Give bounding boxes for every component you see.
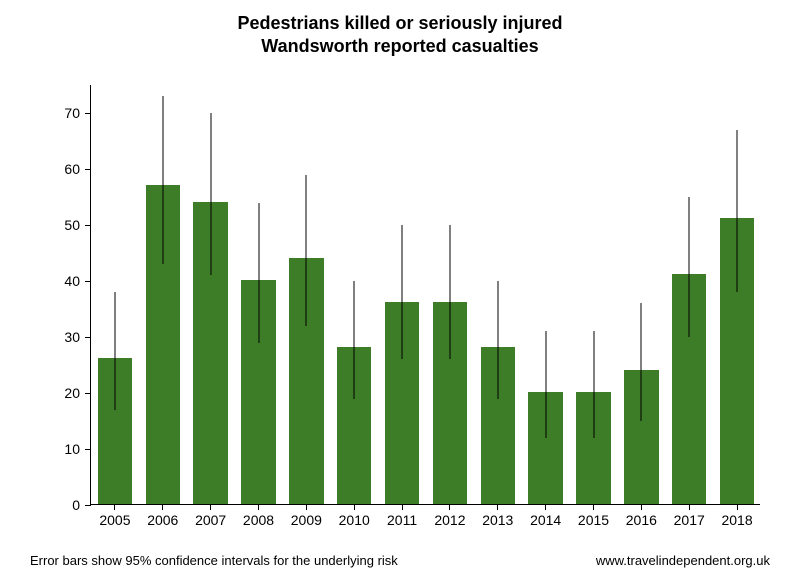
x-tick: [545, 504, 546, 510]
y-tick-label: 0: [0, 497, 80, 513]
x-tick-label: 2009: [291, 512, 322, 528]
y-tick-label: 30: [0, 329, 80, 345]
chart-title: Pedestrians killed or seriously injured …: [0, 12, 800, 57]
x-tick: [497, 504, 498, 510]
y-tick-label: 20: [0, 385, 80, 401]
y-tick-label: 50: [0, 217, 80, 233]
title-line-1: Pedestrians killed or seriously injured: [237, 13, 562, 33]
x-tick: [114, 504, 115, 510]
y-tick: [85, 225, 91, 226]
y-tick: [85, 505, 91, 506]
y-tick-label: 70: [0, 105, 80, 121]
bar: [385, 302, 419, 504]
title-line-2: Wandsworth reported casualties: [261, 36, 538, 56]
x-tick-label: 2014: [530, 512, 561, 528]
x-tick: [402, 504, 403, 510]
chart-footer: Error bars show 95% confidence intervals…: [30, 553, 770, 568]
bar: [528, 392, 562, 504]
x-tick-label: 2008: [243, 512, 274, 528]
y-tick-label: 10: [0, 441, 80, 457]
y-tick: [85, 337, 91, 338]
x-tick-label: 2016: [626, 512, 657, 528]
x-tick: [258, 504, 259, 510]
y-tick: [85, 169, 91, 170]
x-tick-label: 2007: [195, 512, 226, 528]
bar: [481, 347, 515, 504]
x-tick-label: 2006: [147, 512, 178, 528]
chart-container: Pedestrians killed or seriously injured …: [0, 0, 800, 580]
x-tick-label: 2005: [99, 512, 130, 528]
x-tick-label: 2015: [578, 512, 609, 528]
x-tick-label: 2017: [674, 512, 705, 528]
x-tick: [210, 504, 211, 510]
x-tick: [354, 504, 355, 510]
y-tick: [85, 113, 91, 114]
y-tick: [85, 281, 91, 282]
y-tick: [85, 393, 91, 394]
bar: [241, 280, 275, 504]
bar: [576, 392, 610, 504]
bar: [98, 358, 132, 504]
footer-source: www.travelindependent.org.uk: [596, 553, 770, 568]
bar: [624, 370, 658, 504]
footer-note: Error bars show 95% confidence intervals…: [30, 553, 398, 568]
x-tick: [737, 504, 738, 510]
bar: [289, 258, 323, 504]
plot-area: 2005200620072008200920102011201220132014…: [90, 85, 760, 505]
x-tick: [449, 504, 450, 510]
x-tick: [306, 504, 307, 510]
x-tick: [593, 504, 594, 510]
bar: [720, 218, 754, 504]
x-tick-label: 2012: [434, 512, 465, 528]
y-tick: [85, 449, 91, 450]
y-tick-label: 60: [0, 161, 80, 177]
x-tick-label: 2013: [482, 512, 513, 528]
x-tick-label: 2011: [387, 512, 417, 528]
x-tick: [689, 504, 690, 510]
bar: [337, 347, 371, 504]
bar: [193, 202, 227, 504]
bar: [146, 185, 180, 504]
bar: [433, 302, 467, 504]
x-tick-label: 2018: [721, 512, 752, 528]
y-tick-label: 40: [0, 273, 80, 289]
x-tick: [162, 504, 163, 510]
bar: [672, 274, 706, 504]
x-tick: [641, 504, 642, 510]
x-tick-label: 2010: [339, 512, 370, 528]
